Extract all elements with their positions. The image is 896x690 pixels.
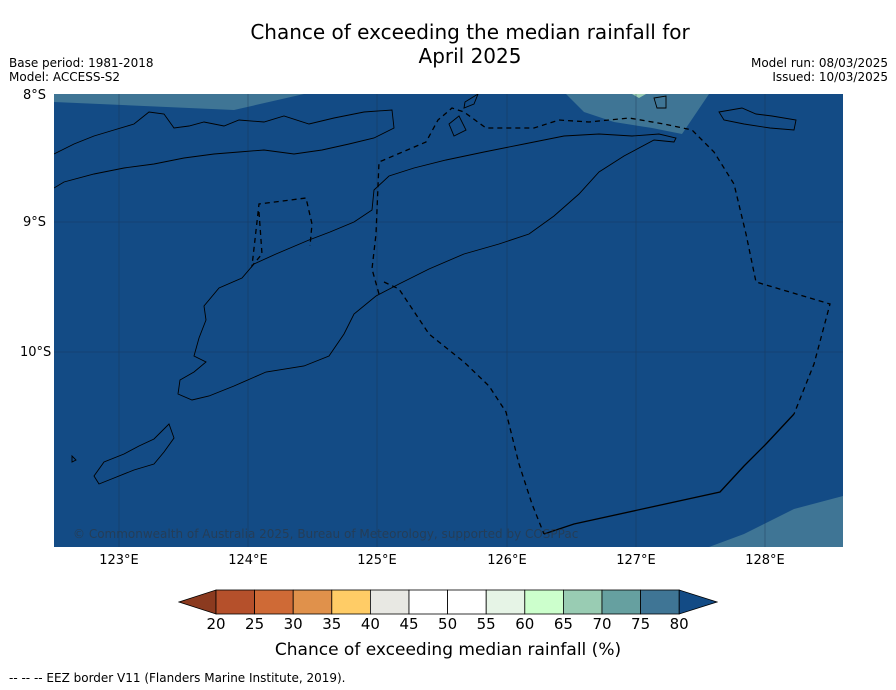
colorbar-segment xyxy=(447,589,487,615)
model-name: Model: ACCESS-S2 xyxy=(9,70,121,84)
colorbar-tick: 75 xyxy=(631,615,651,633)
colorbar-tick-labels: 20 25 30 35 40 45 50 55 60 65 70 75 80 xyxy=(0,615,896,635)
colorbar-segment xyxy=(408,589,448,615)
map-title: Chance of exceeding the median rainfall … xyxy=(0,20,896,68)
colorbar-tick: 65 xyxy=(553,615,573,633)
probability-field-75-nw xyxy=(54,94,304,110)
colorbar-tick: 45 xyxy=(399,615,419,633)
colorbar-tick: 80 xyxy=(669,615,689,633)
model-run: Model run: 08/03/2025 xyxy=(750,56,888,70)
colorbar-segment xyxy=(215,589,255,615)
issued-date: Issued: 10/03/2025 xyxy=(772,70,888,84)
colorbar-tick: 70 xyxy=(592,615,612,633)
colorbar-segment xyxy=(254,589,294,615)
colorbar-segment xyxy=(524,589,564,615)
colorbar-tick: 50 xyxy=(438,615,458,633)
lon-label-128e: 128°E xyxy=(745,553,785,568)
probability-field-65 xyxy=(632,94,646,98)
colorbar-segment xyxy=(331,589,371,615)
colorbar-tick: 35 xyxy=(322,615,342,633)
colorbar-segment xyxy=(640,589,680,615)
eez-border-south xyxy=(383,281,545,535)
colorbar-tick: 20 xyxy=(206,615,226,633)
lon-label-125e: 125°E xyxy=(357,553,397,568)
lon-label-124e: 124°E xyxy=(228,553,268,568)
lon-label-123e: 123°E xyxy=(99,553,139,568)
colorbar-tick: 60 xyxy=(515,615,535,633)
timor-sea-boundary xyxy=(543,413,795,535)
rainfall-map xyxy=(54,94,843,547)
eez-border xyxy=(251,107,831,535)
lat-label-8s: 8°S xyxy=(22,88,46,103)
lon-label-126e: 126°E xyxy=(487,553,527,568)
colorbar-extend-high xyxy=(678,589,718,615)
graticule xyxy=(54,94,843,547)
colorbar-tick: 40 xyxy=(360,615,380,633)
colorbar-segment xyxy=(601,589,641,615)
meta-left: Base period: 1981-2018 Model: ACCESS-S2 xyxy=(9,56,154,84)
coastlines xyxy=(54,94,797,485)
eez-border-east xyxy=(371,107,831,415)
colorbar-segment xyxy=(562,589,603,615)
eastern-island-coast xyxy=(718,107,797,131)
probability-field-75-se xyxy=(709,496,843,547)
northern-islands-coast xyxy=(54,109,395,189)
eez-border-west xyxy=(251,197,313,269)
title-line-1: Chance of exceeding the median rainfall … xyxy=(250,20,690,44)
islet-coast xyxy=(653,95,667,109)
colorbar-segment xyxy=(292,589,333,615)
colorbar xyxy=(178,589,718,615)
lon-label-127e: 127°E xyxy=(616,553,656,568)
colorbar-title: Chance of exceeding median rainfall (%) xyxy=(274,640,622,660)
probability-field-80 xyxy=(54,94,843,547)
colorbar-tick: 55 xyxy=(476,615,496,633)
colorbar-tick: 25 xyxy=(245,615,265,633)
small-island-coast xyxy=(448,94,479,137)
lat-label-10s: 10°S xyxy=(20,345,52,360)
probability-field-75-n xyxy=(566,94,709,134)
colorbar-tick: 30 xyxy=(283,615,303,633)
base-period: Base period: 1981-2018 xyxy=(9,56,154,70)
title-line-2: April 2025 xyxy=(418,44,522,68)
rote-coast xyxy=(93,423,175,485)
copyright-notice: © Commonwealth of Australia 2025, Bureau… xyxy=(73,527,579,541)
colorbar-segment xyxy=(485,589,526,615)
colorbar-segment xyxy=(369,589,410,615)
colorbar-extend-low xyxy=(178,589,217,615)
map-canvas xyxy=(54,94,843,547)
lat-label-9s: 9°S xyxy=(22,215,46,230)
meta-right: Model run: 08/03/2025 Issued: 10/03/2025 xyxy=(751,56,888,84)
timor-coast xyxy=(177,133,677,401)
eez-legend-note: -- -- -- EEZ border V11 (Flanders Marine… xyxy=(9,671,346,685)
islet-coast-2 xyxy=(71,454,77,463)
